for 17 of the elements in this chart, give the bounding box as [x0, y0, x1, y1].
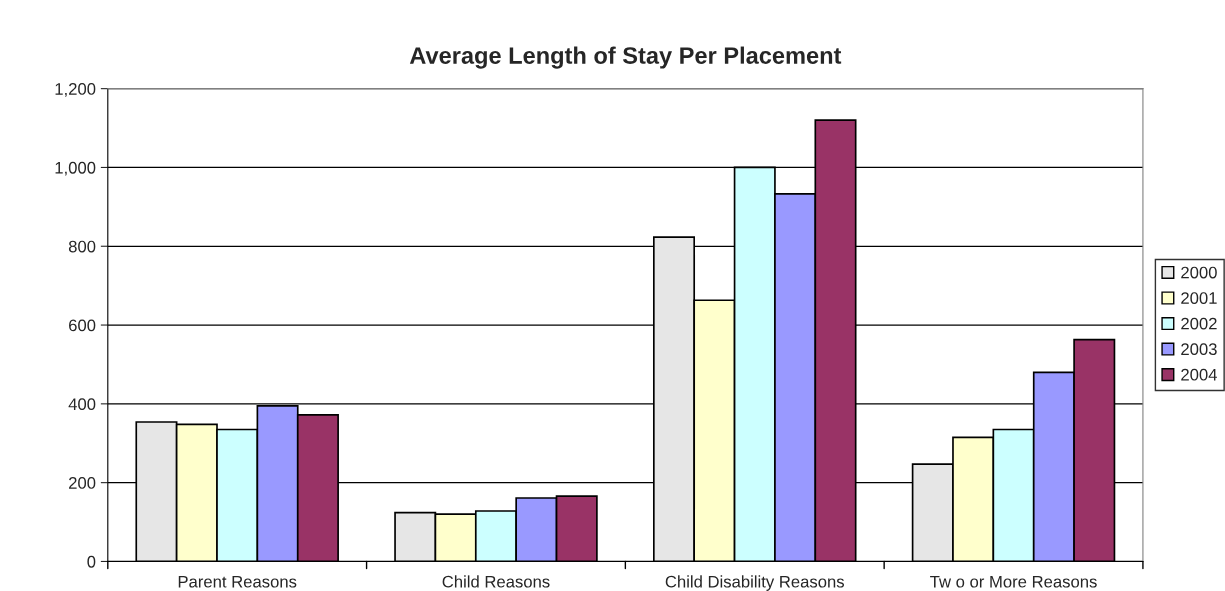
legend-label: 2004: [1181, 368, 1217, 381]
legend-label: 2000: [1181, 266, 1217, 279]
y-tick-label: 800: [68, 240, 96, 253]
y-tick-label: 200: [69, 477, 96, 489]
y-tick-label: 400: [68, 398, 96, 411]
legend-label: 2001: [1181, 292, 1217, 304]
y-tick-label: 1,000: [55, 161, 96, 176]
legend-label: 2002: [1181, 317, 1217, 330]
x-tick-label: Child Reasons: [442, 575, 550, 588]
chart-title: Average Length of Stay Per Placement: [409, 46, 842, 69]
y-tick-label: 0: [87, 555, 96, 568]
x-tick-label: Child Disability Reasons: [665, 575, 845, 591]
x-tick-label: Tw o or More Reasons: [930, 575, 1097, 588]
y-tick-label: 1,200: [55, 83, 96, 97]
y-tick-label: 600: [69, 319, 96, 332]
x-tick-label: Parent Reasons: [178, 575, 297, 588]
legend-label: 2003: [1181, 343, 1217, 356]
